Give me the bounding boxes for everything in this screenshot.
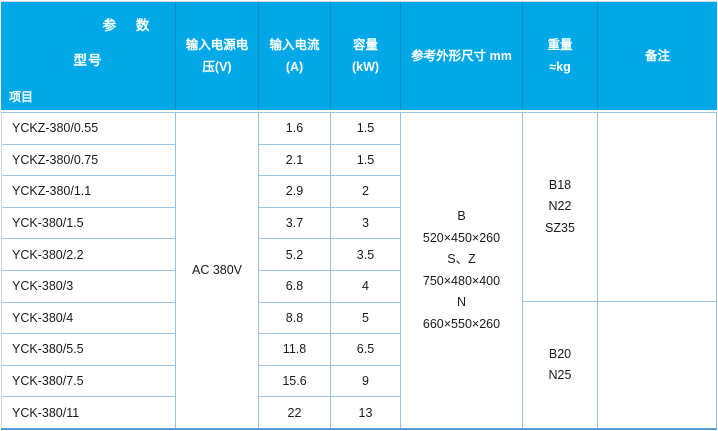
current-cell: 8.8 <box>259 303 330 335</box>
capacity-cell: 5 <box>331 303 400 335</box>
model-cell: YCK-380/7.5 <box>2 366 175 398</box>
capacity-cell: 3 <box>331 208 400 240</box>
weight-lower-cell: B20 N25 <box>548 346 572 383</box>
column-model: YCKZ-380/0.55 YCKZ-380/0.75 YCKZ-380/1.1… <box>1 112 175 428</box>
capacity-cell: 4 <box>331 271 400 303</box>
header-remarks: 备注 <box>597 2 717 110</box>
voltage-merged-cell: AC 380V <box>191 262 243 277</box>
column-weight: B18 N22 SZ35 B20 N25 <box>522 112 597 428</box>
model-cell: YCK-380/4 <box>2 303 175 335</box>
current-cell: 15.6 <box>259 366 330 398</box>
remarks-lower-cell <box>598 302 716 428</box>
model-cell: YCKZ-380/0.75 <box>2 145 175 177</box>
weight-upper-cell: B18 N22 SZ35 <box>523 113 597 303</box>
capacity-cell: 1.5 <box>331 145 400 177</box>
header-weight: 重量 ≈kg <box>522 2 597 110</box>
model-cell: YCK-380/11 <box>12 405 80 420</box>
column-current: 1.6 2.1 2.9 3.7 5.2 6.8 8.8 11.8 15.6 22 <box>258 112 330 428</box>
capacity-cell: 1.5 <box>331 113 400 145</box>
header-param-label: 参 数 <box>102 18 152 33</box>
current-cell: 3.7 <box>259 208 330 240</box>
header-model-label: 型号 <box>73 53 103 68</box>
capacity-cell: 6.5 <box>331 334 400 366</box>
header-dimensions: 参考外形尺寸 mm <box>400 2 522 110</box>
header-capacity: 容量 (kW) <box>330 2 400 110</box>
current-cell: 1.6 <box>259 113 330 145</box>
table-body: YCKZ-380/0.55 YCKZ-380/0.75 YCKZ-380/1.1… <box>1 112 717 428</box>
current-cell: 5.2 <box>259 239 330 271</box>
model-cell: YCK-380/2.2 <box>2 239 175 271</box>
column-capacity: 1.5 1.5 2 3 3.5 4 5 6.5 9 13 <box>330 112 400 428</box>
model-cell: YCKZ-380/1.1 <box>2 176 175 208</box>
current-cell: 11.8 <box>259 334 330 366</box>
header-item-label: 项目 <box>9 90 34 104</box>
remarks-upper-cell <box>598 113 716 303</box>
table-header-row: 参 数 型号 项目 输入电源电 压(V) 输入电流 (A) 容量 (kW) 参考… <box>1 2 717 110</box>
capacity-cell: 3.5 <box>331 239 400 271</box>
column-remarks <box>597 112 717 428</box>
current-cell: 22 <box>287 405 302 420</box>
model-cell: YCK-380/3 <box>2 271 175 303</box>
table-bottom-rule <box>1 428 717 430</box>
current-cell: 6.8 <box>259 271 330 303</box>
dimensions-merged-cell: B 520×450×260 S、Z 750×480×400 N 660×550×… <box>422 209 501 331</box>
capacity-cell: 2 <box>331 176 400 208</box>
current-cell: 2.9 <box>259 176 330 208</box>
header-current: 输入电流 (A) <box>258 2 330 110</box>
model-cell: YCK-380/5.5 <box>2 334 175 366</box>
model-cell: YCK-380/1.5 <box>2 208 175 240</box>
capacity-cell: 9 <box>331 366 400 398</box>
capacity-cell: 13 <box>358 405 373 420</box>
header-voltage: 输入电源电 压(V) <box>175 2 258 110</box>
column-dimensions: B 520×450×260 S、Z 750×480×400 N 660×550×… <box>400 112 522 428</box>
header-corner-cell: 参 数 型号 项目 <box>1 2 175 110</box>
current-cell: 2.1 <box>259 145 330 177</box>
column-voltage: AC 380V <box>175 112 258 428</box>
model-cell: YCKZ-380/0.55 <box>2 113 175 145</box>
